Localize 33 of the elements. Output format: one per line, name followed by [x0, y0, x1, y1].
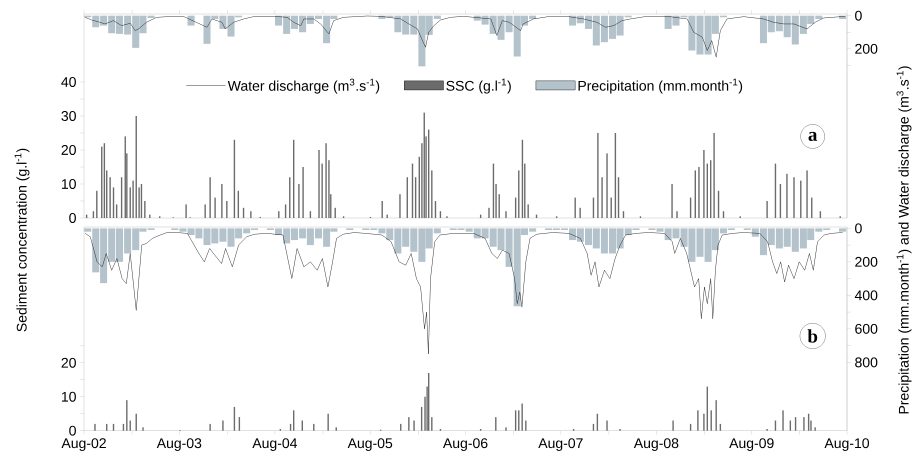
x-tick-label: Aug-07 [538, 438, 583, 451]
y2-tick-label: 0 [855, 223, 862, 234]
y-tick-label: 20 [62, 145, 76, 155]
x-tick-label: Aug-03 [156, 438, 202, 451]
line-series [84, 16, 846, 58]
legend-label: Precipitation (mm.month$^{-1}$) [578, 78, 742, 94]
y-tick-label: 0 [69, 426, 76, 436]
y2-tick-label: 200 [855, 44, 878, 54]
x-tick-label: Aug-09 [729, 438, 774, 451]
y2-tick-label: 0 [855, 10, 862, 21]
annotation: a [808, 132, 818, 141]
legend-label: Water discharge (m$^{3}$.s$^{-1}$) [228, 78, 380, 94]
x-tick-label: Aug-02 [61, 438, 106, 451]
y2-tick-label: 800 [855, 357, 878, 368]
x-tick-label: Aug-04 [252, 438, 298, 451]
y2-tick-label: 600 [855, 324, 878, 334]
legend-label: SSC (g.l$^{-1}$) [446, 78, 511, 94]
annotation: b [808, 329, 818, 343]
x-tick-label: Aug-10 [824, 438, 870, 451]
y-tick-label: 30 [61, 111, 76, 121]
y-tick-label: 40 [61, 77, 76, 87]
y-axis-title: Sediment concentration (g.l$^{-1}$) [14, 148, 30, 332]
y-tick-label: 10 [62, 179, 76, 189]
x-tick-label: Aug-06 [442, 438, 488, 451]
y-tick-label: 20 [62, 358, 76, 368]
y-tick-label: 0 [69, 213, 76, 223]
y2-axis-title: Precipitation (mm.month$^{-1}$) and Water discharge (m$^{3}$.s$^{-1}$) [896, 66, 912, 414]
x-tick-label: Aug-08 [634, 438, 678, 451]
bar [188, 16, 195, 26]
y2-tick-label: 200 [855, 256, 878, 267]
x-tick-label: Aug-05 [348, 438, 392, 451]
y2-tick-label: 400 [854, 290, 878, 300]
y-tick-label: 10 [62, 392, 76, 402]
